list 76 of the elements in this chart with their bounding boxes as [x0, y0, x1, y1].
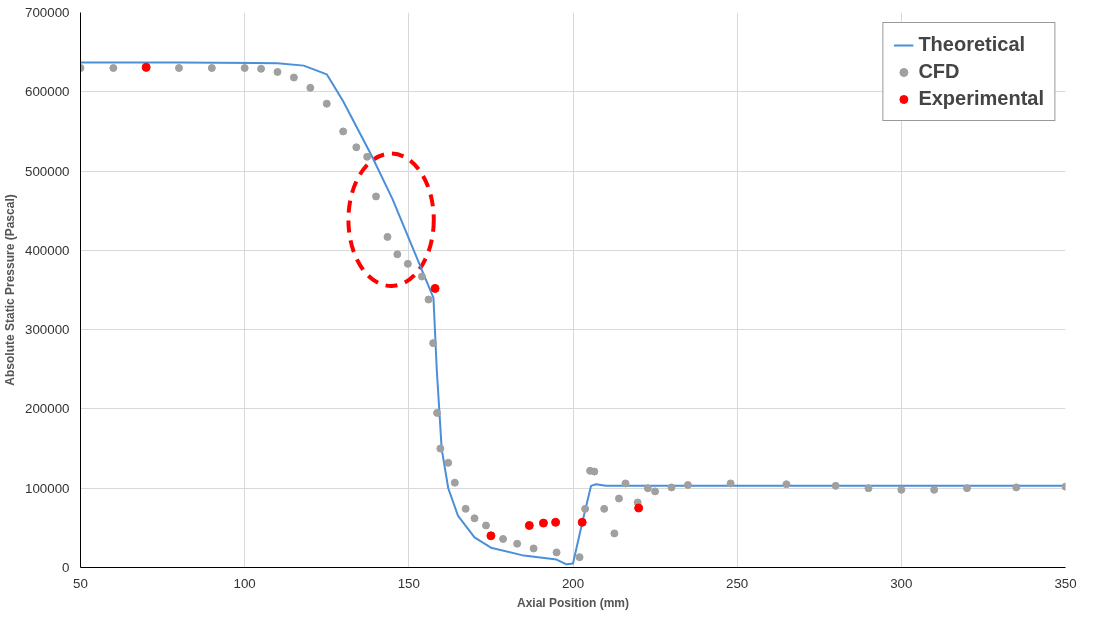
x-tick-label: 250: [726, 575, 749, 591]
point: [240, 64, 249, 72]
point: [433, 408, 442, 417]
point: [930, 485, 939, 494]
point: [383, 232, 392, 241]
point: [529, 544, 538, 553]
point: [963, 484, 971, 493]
point: [667, 483, 676, 492]
point: [424, 295, 433, 304]
point: [551, 517, 561, 527]
legend-label: Experimental: [918, 87, 1044, 110]
y-tick-label: 400000: [25, 242, 70, 258]
point: [470, 514, 479, 523]
point: [552, 548, 561, 557]
point: [257, 64, 266, 73]
point: [782, 480, 791, 489]
x-tick-label: 200: [561, 575, 585, 591]
x-tick-label: 350: [1054, 575, 1077, 591]
point: [481, 521, 490, 530]
point: [634, 503, 644, 513]
point: [486, 531, 496, 541]
point: [393, 250, 402, 259]
point: [403, 259, 412, 268]
point: [513, 539, 522, 548]
point: [207, 64, 216, 72]
x-tick-label: 50: [73, 575, 88, 591]
point: [289, 73, 298, 82]
y-axis-title: Absolute Static Pressure (Pascal): [3, 194, 18, 386]
x-tick-label: 300: [890, 575, 913, 591]
point: [524, 520, 534, 530]
legend-label: Theoretical: [918, 33, 1026, 56]
point: [575, 553, 584, 562]
x-tick-label: 150: [397, 575, 420, 591]
point: [499, 534, 508, 543]
point: [1012, 483, 1021, 492]
y-tick-label: 100000: [25, 480, 70, 496]
point: [581, 504, 590, 513]
point: [175, 64, 183, 72]
point: [322, 99, 331, 108]
point: [577, 517, 587, 527]
point: [610, 529, 619, 538]
legend-label: CFD: [918, 60, 960, 83]
point: [683, 481, 692, 490]
x-axis-title: Axial Position (mm): [516, 595, 630, 610]
point: [864, 484, 873, 493]
point: [363, 152, 372, 161]
point: [590, 467, 599, 476]
point: [429, 339, 438, 348]
y-tick-label: 200000: [25, 401, 70, 417]
point: [109, 64, 118, 72]
y-tick-label: 500000: [25, 163, 70, 179]
point: [306, 83, 315, 92]
point: [643, 484, 652, 493]
point: [600, 504, 609, 513]
y-tick-label: 300000: [25, 322, 70, 338]
x-tick-label: 100: [233, 575, 256, 591]
point: [444, 458, 453, 467]
point: [273, 67, 282, 76]
point: [339, 127, 348, 136]
point: [461, 504, 470, 513]
y-tick-label: 600000: [25, 84, 70, 100]
point: [651, 487, 660, 496]
point: [352, 143, 361, 152]
point: [430, 283, 440, 293]
point: [538, 518, 548, 528]
y-tick-label: 0: [62, 560, 70, 575]
point: [831, 481, 840, 490]
point: [417, 272, 426, 281]
point: [621, 479, 630, 488]
point: [614, 494, 623, 503]
point: [726, 479, 735, 488]
point: [450, 478, 459, 487]
point: [372, 192, 380, 201]
point: [897, 485, 906, 494]
point: [436, 444, 445, 453]
y-tick-label: 700000: [25, 5, 70, 20]
